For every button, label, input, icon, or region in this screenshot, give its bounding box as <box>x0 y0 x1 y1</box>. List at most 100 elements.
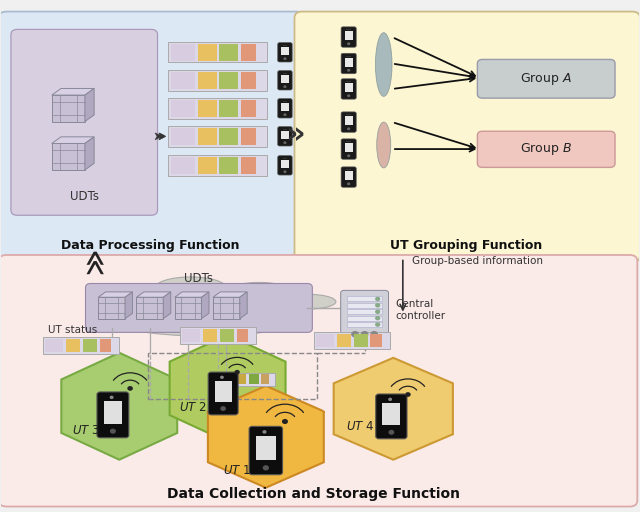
Text: Group $B$: Group $B$ <box>520 141 572 157</box>
Text: Data Processing Function: Data Processing Function <box>61 239 239 252</box>
Circle shape <box>348 128 349 130</box>
Text: UT $3$: UT $3$ <box>72 423 100 437</box>
Bar <box>241 127 256 145</box>
Polygon shape <box>85 89 94 121</box>
Polygon shape <box>163 292 171 318</box>
Bar <box>345 58 353 67</box>
Ellipse shape <box>377 122 391 168</box>
Ellipse shape <box>89 287 172 307</box>
Bar <box>347 303 382 308</box>
Bar <box>198 44 217 61</box>
Circle shape <box>283 420 287 423</box>
Text: UT status: UT status <box>48 325 97 335</box>
Bar <box>83 339 97 352</box>
Circle shape <box>348 43 349 45</box>
FancyBboxPatch shape <box>278 42 292 62</box>
Bar <box>281 131 289 139</box>
Bar <box>213 297 240 318</box>
Bar <box>241 100 256 117</box>
Bar <box>221 374 234 385</box>
Bar <box>171 127 195 145</box>
Circle shape <box>284 171 286 173</box>
Bar <box>66 339 80 352</box>
Circle shape <box>376 323 380 326</box>
FancyBboxPatch shape <box>341 53 356 74</box>
FancyBboxPatch shape <box>0 255 637 506</box>
Bar <box>345 83 353 92</box>
Bar <box>345 31 353 40</box>
Circle shape <box>348 95 349 96</box>
Circle shape <box>376 304 380 307</box>
Bar <box>256 436 276 460</box>
Text: ≫: ≫ <box>84 248 108 274</box>
FancyBboxPatch shape <box>341 112 356 132</box>
Polygon shape <box>52 137 94 143</box>
Text: Central: Central <box>395 300 433 309</box>
Bar <box>198 72 217 89</box>
Circle shape <box>284 114 286 115</box>
Text: UT $1$: UT $1$ <box>223 464 251 477</box>
Bar <box>316 334 334 347</box>
Bar <box>175 297 202 318</box>
Bar <box>168 155 267 176</box>
Bar <box>182 329 200 342</box>
Text: UT $4$: UT $4$ <box>346 420 374 433</box>
Circle shape <box>284 58 286 59</box>
Circle shape <box>348 70 349 71</box>
Bar <box>347 296 382 302</box>
Circle shape <box>376 297 380 301</box>
Bar <box>346 56 351 57</box>
Text: UT $2$: UT $2$ <box>179 401 207 414</box>
Bar <box>345 116 353 125</box>
Bar <box>347 309 382 314</box>
Bar <box>168 98 267 118</box>
Circle shape <box>348 183 349 184</box>
Circle shape <box>236 371 239 374</box>
Bar <box>347 322 382 327</box>
Circle shape <box>128 387 132 390</box>
Circle shape <box>221 407 225 410</box>
Bar <box>220 127 239 145</box>
FancyBboxPatch shape <box>477 59 615 98</box>
Bar <box>346 169 351 170</box>
Text: UT Grouping Function: UT Grouping Function <box>390 239 543 252</box>
Circle shape <box>348 155 349 157</box>
Bar <box>104 401 122 423</box>
Polygon shape <box>99 292 132 297</box>
Bar <box>346 141 351 142</box>
Circle shape <box>110 396 113 398</box>
Text: »: » <box>285 120 305 150</box>
Bar <box>214 381 232 401</box>
Circle shape <box>284 86 286 88</box>
Bar <box>218 373 275 386</box>
FancyBboxPatch shape <box>340 290 388 334</box>
Bar <box>314 332 390 349</box>
Bar <box>203 329 217 342</box>
FancyBboxPatch shape <box>278 99 292 118</box>
Polygon shape <box>52 89 94 95</box>
Polygon shape <box>333 358 453 460</box>
Ellipse shape <box>102 295 307 336</box>
Text: Group $A$: Group $A$ <box>520 71 572 87</box>
Bar <box>371 334 381 347</box>
FancyBboxPatch shape <box>86 284 312 332</box>
Bar <box>148 353 317 398</box>
FancyBboxPatch shape <box>341 139 356 159</box>
Bar <box>281 47 289 55</box>
Bar <box>52 95 85 121</box>
FancyBboxPatch shape <box>341 167 356 187</box>
Bar <box>168 126 267 146</box>
FancyBboxPatch shape <box>249 426 283 475</box>
FancyBboxPatch shape <box>278 156 292 175</box>
Bar <box>346 81 351 82</box>
Ellipse shape <box>155 277 227 299</box>
Text: UDTs: UDTs <box>70 190 99 203</box>
Polygon shape <box>61 353 177 460</box>
Circle shape <box>376 316 380 319</box>
Bar <box>171 72 195 89</box>
Polygon shape <box>175 292 209 297</box>
Polygon shape <box>208 386 324 488</box>
Circle shape <box>111 430 115 433</box>
Bar <box>383 403 400 425</box>
Bar <box>220 44 239 61</box>
